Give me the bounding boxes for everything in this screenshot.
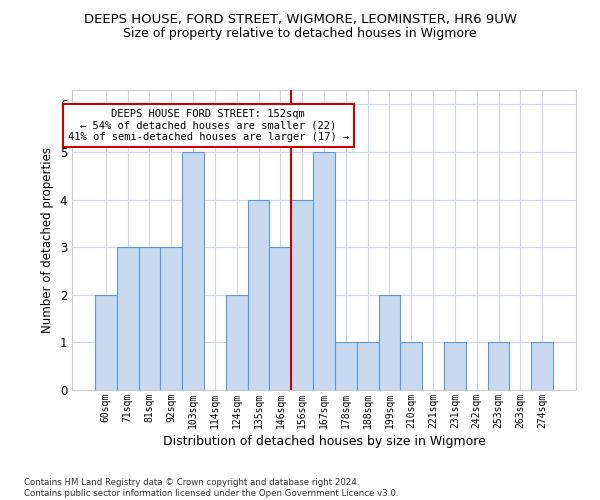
X-axis label: Distribution of detached houses by size in Wigmore: Distribution of detached houses by size … [163, 435, 485, 448]
Text: Size of property relative to detached houses in Wigmore: Size of property relative to detached ho… [123, 28, 477, 40]
Text: DEEPS HOUSE, FORD STREET, WIGMORE, LEOMINSTER, HR6 9UW: DEEPS HOUSE, FORD STREET, WIGMORE, LEOMI… [83, 12, 517, 26]
Text: DEEPS HOUSE FORD STREET: 152sqm
← 54% of detached houses are smaller (22)
41% of: DEEPS HOUSE FORD STREET: 152sqm ← 54% of… [68, 109, 349, 142]
Bar [139, 247, 160, 390]
Bar [531, 342, 553, 390]
Bar [226, 295, 248, 390]
Bar [95, 295, 117, 390]
Text: Contains HM Land Registry data © Crown copyright and database right 2024.
Contai: Contains HM Land Registry data © Crown c… [24, 478, 398, 498]
Bar [291, 200, 313, 390]
Y-axis label: Number of detached properties: Number of detached properties [41, 147, 54, 333]
Bar [335, 342, 357, 390]
Bar [313, 152, 335, 390]
Bar [400, 342, 422, 390]
Bar [160, 247, 182, 390]
Bar [117, 247, 139, 390]
Bar [357, 342, 379, 390]
Bar [444, 342, 466, 390]
Bar [488, 342, 509, 390]
Bar [182, 152, 204, 390]
Bar [379, 295, 400, 390]
Bar [269, 247, 291, 390]
Bar [248, 200, 269, 390]
